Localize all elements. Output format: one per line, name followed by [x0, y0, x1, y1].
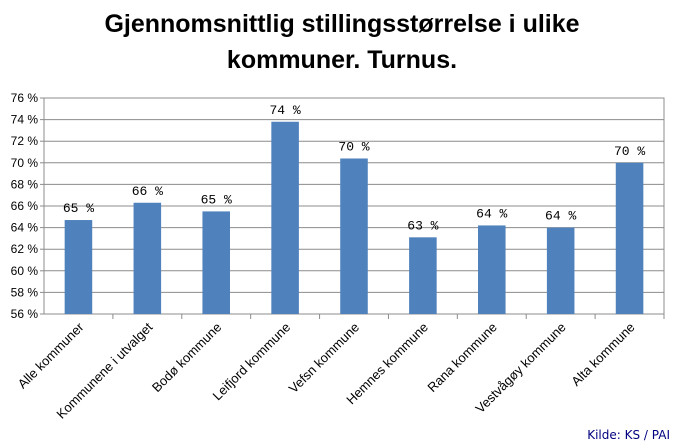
y-tick-label: 58 % — [11, 285, 39, 299]
y-tick-label: 56 % — [11, 307, 39, 321]
y-tick-label: 72 % — [11, 134, 39, 148]
data-label: 74 % — [270, 103, 301, 118]
y-tick-label: 60 % — [11, 264, 39, 278]
data-label: 65 % — [201, 192, 232, 207]
y-tick-label: 64 % — [11, 221, 39, 235]
category-label: Vefsn kommune — [286, 320, 363, 397]
chart-title-line-2: kommuner. Turnus. — [226, 46, 458, 74]
category-label: Rana kommune — [424, 320, 500, 396]
data-label: 63 % — [407, 218, 438, 233]
bar — [409, 237, 437, 314]
y-tick-label: 74 % — [11, 113, 39, 127]
bar — [478, 225, 506, 314]
chart-title: Gjennomsnittlig stillingsstørrelse i uli… — [0, 6, 684, 78]
data-label: 64 % — [476, 206, 507, 221]
data-label: 70 % — [338, 139, 369, 154]
bar — [64, 220, 93, 314]
chart-title-line-1: Gjennomsnittlig stillingsstørrelse i uli… — [104, 10, 580, 38]
y-tick-label: 70 % — [11, 156, 39, 170]
category-label: Alle kommuner — [15, 319, 87, 391]
category-label: Alta kommune — [568, 320, 637, 389]
bar — [340, 158, 368, 314]
y-tick-label: 62 % — [11, 242, 39, 256]
source-note: Kilde: KS / PAI — [587, 428, 670, 442]
data-label: 65 % — [63, 201, 94, 216]
bar — [615, 162, 644, 314]
y-tick-label: 76 % — [11, 91, 39, 105]
data-label: 66 % — [132, 184, 163, 199]
y-tick-label: 66 % — [11, 199, 39, 213]
bar — [202, 211, 230, 314]
y-tick-label: 68 % — [11, 177, 39, 191]
category-label: Bodø kommune — [149, 320, 224, 395]
bar — [546, 227, 575, 314]
bar — [271, 121, 299, 314]
data-label: 70 % — [614, 144, 645, 159]
data-label: 64 % — [545, 209, 576, 224]
bar — [133, 202, 162, 314]
